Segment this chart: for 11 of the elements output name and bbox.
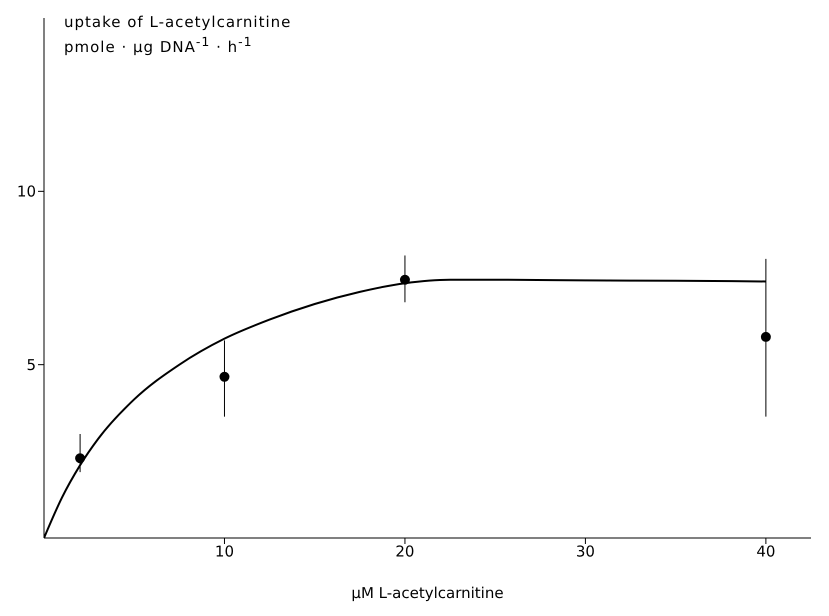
y-tick-label: 5 bbox=[26, 356, 36, 374]
x-tick-label: 10 bbox=[214, 542, 234, 561]
point bbox=[760, 332, 771, 342]
point bbox=[400, 274, 410, 285]
x-tick-label: 40 bbox=[756, 542, 776, 561]
point bbox=[219, 372, 230, 382]
point bbox=[75, 453, 86, 464]
x-axis-title: µM L-acetylcarnitine bbox=[351, 584, 504, 602]
y-axis-title: uptake of L-acetylcarnitine pmole · µg DNA$^{-1}$ · h$^{-1}$ bbox=[64, 13, 292, 56]
x-tick-label: 20 bbox=[395, 542, 414, 561]
x-tick-label: 30 bbox=[576, 542, 595, 561]
